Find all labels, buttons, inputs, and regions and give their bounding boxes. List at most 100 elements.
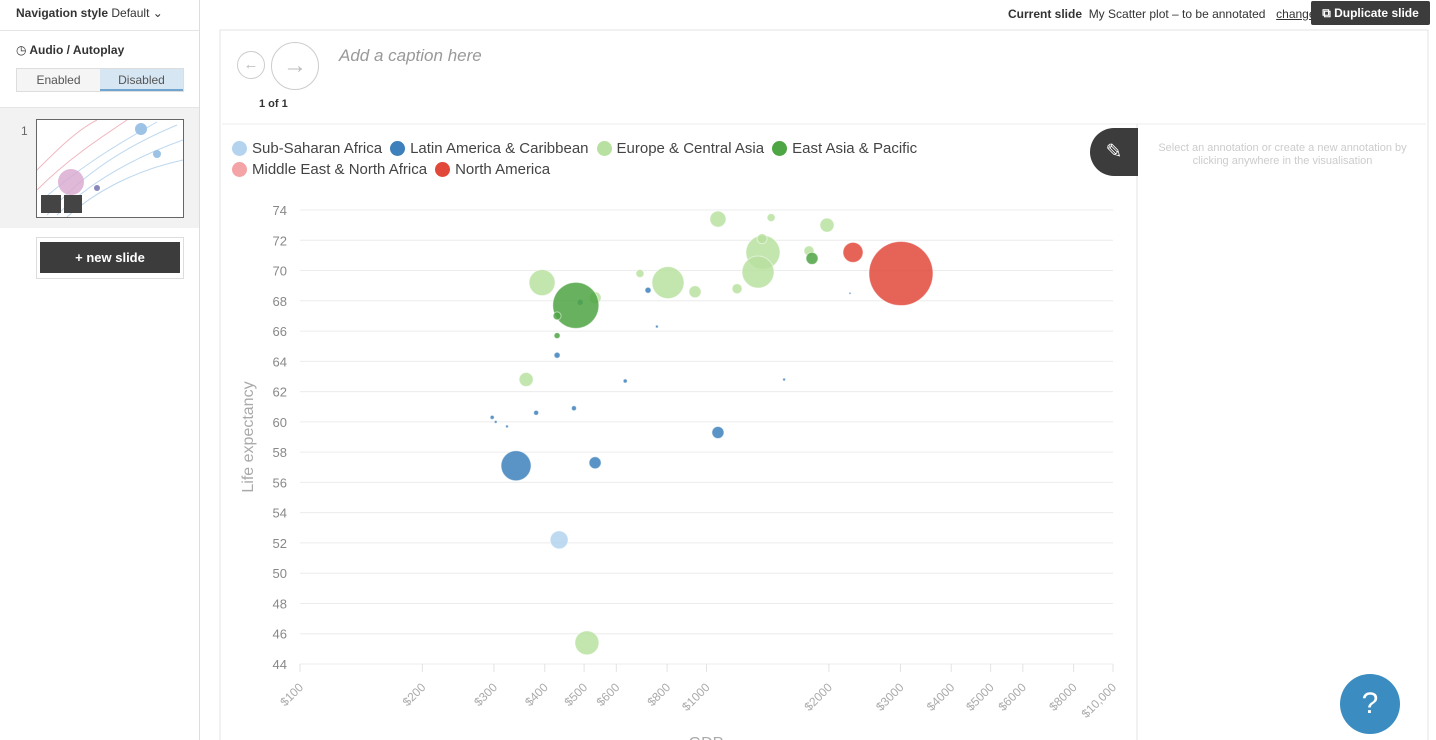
data-point — [756, 233, 768, 245]
y-tick-label: 64 — [273, 354, 287, 369]
legend-swatch — [390, 140, 406, 156]
annotation-hint: Select an annotation or create a new ann… — [1158, 142, 1407, 167]
legend-label: Europe & Central Asia — [616, 139, 765, 157]
data-point — [711, 425, 725, 439]
data-point — [549, 530, 569, 550]
nav-label: Navigation style — [16, 6, 109, 20]
x-tick-label: $300 — [471, 680, 500, 709]
duplicate-text: Duplicate slide — [1334, 6, 1419, 20]
x-tick-label: $200 — [400, 680, 429, 709]
y-tick-label: 52 — [273, 536, 287, 551]
legend-swatch — [596, 140, 612, 156]
enabled-button[interactable]: Enabled — [36, 73, 81, 87]
data-point — [819, 217, 835, 233]
legend-item[interactable]: Sub-Saharan Africa — [232, 138, 382, 158]
data-point — [848, 291, 852, 295]
x-tick-label: $2000 — [801, 680, 835, 714]
y-axis-label: Life expectancy — [240, 381, 257, 492]
data-point — [505, 424, 509, 429]
data-point — [553, 332, 561, 340]
current-slide-name: My Scatter plot – to be annotated — [1088, 7, 1266, 21]
toggle: Enabled Disabled — [16, 68, 184, 92]
x-tick-label: $400 — [522, 680, 551, 709]
current-slide: Current slide My Scatter plot – to be an… — [1008, 7, 1316, 21]
data-point — [552, 311, 562, 321]
legend-label: Middle East & North Africa — [252, 161, 428, 178]
y-tick-label: 50 — [273, 566, 287, 581]
legend-swatch — [232, 140, 247, 156]
x-tick-label: $5000 — [963, 680, 997, 714]
legend-swatch — [232, 162, 247, 177]
y-tick-label: 54 — [273, 506, 287, 521]
y-tick-label: 60 — [273, 415, 287, 430]
data-point — [842, 241, 864, 263]
x-tick-label: $100 — [277, 680, 306, 709]
data-point — [688, 285, 702, 299]
x-tick-label: $3000 — [873, 680, 907, 714]
data-point — [651, 266, 685, 300]
data-point — [805, 251, 819, 265]
legend-label: Latin America & Caribbean — [410, 139, 589, 157]
slide-number: 1 — [21, 124, 28, 138]
data-point — [571, 405, 577, 412]
legend-item[interactable]: East Asia & Pacific — [772, 138, 917, 158]
data-point — [766, 213, 776, 223]
new-slide-button[interactable]: + new slide — [40, 242, 180, 273]
legend-item[interactable]: Middle East & North Africa — [232, 160, 427, 180]
next-button[interactable]: → — [271, 42, 319, 90]
disabled-button[interactable]: Disabled — [100, 69, 183, 91]
nav-style[interactable]: Navigation style Default ⌄ — [16, 6, 163, 20]
data-point — [518, 371, 534, 387]
data-point — [500, 450, 532, 482]
x-tick-label: $8000 — [1046, 680, 1080, 714]
annotate-button[interactable]: ✎ — [1090, 128, 1138, 176]
y-tick-label: 44 — [273, 657, 287, 672]
legend-item[interactable]: Latin America & Caribbean — [390, 138, 589, 158]
plot: 44 46 48 50 52 54 56 58 60 62 64 66 68 70 72 74 $100 $200… — [273, 203, 1120, 721]
nav-value: Default — [111, 6, 150, 20]
audio-text: Audio / Autoplay — [29, 43, 125, 57]
y-tick-label: 48 — [273, 596, 287, 611]
data-point — [574, 630, 600, 656]
audio-label: ◷ Audio / Autoplay — [16, 43, 125, 57]
prev-button[interactable]: ← — [237, 51, 265, 79]
main-frame — [219, 29, 1429, 740]
data-point — [622, 378, 628, 384]
legend-item[interactable]: North America — [435, 160, 550, 180]
y-tick-label: 46 — [273, 627, 287, 642]
help-button[interactable]: ? — [1340, 674, 1400, 734]
x-tick-label: $600 — [594, 680, 623, 709]
data-point — [868, 241, 934, 307]
data-point — [741, 255, 775, 289]
data-point — [731, 283, 743, 295]
legend-label: Sub-Saharan Africa — [252, 139, 383, 157]
data-point — [709, 210, 727, 228]
data-point — [782, 377, 787, 382]
legend-swatch — [435, 162, 451, 177]
caption[interactable]: Add a caption here — [339, 46, 482, 65]
x-axis-label: GDP — [689, 735, 724, 740]
y-tick-label: 56 — [273, 475, 287, 490]
data-point — [654, 324, 659, 329]
data-point — [533, 409, 540, 416]
y-tick-label: 66 — [273, 324, 287, 339]
x-tick-label: $800 — [644, 680, 673, 709]
slide-thumbnail[interactable] — [36, 119, 184, 218]
change-link[interactable]: change — [1276, 7, 1316, 21]
page-count: 1 of 1 — [259, 98, 288, 110]
data-point — [493, 419, 498, 424]
slide-row: 1 — [0, 107, 199, 228]
y-tick-label: 68 — [273, 294, 287, 309]
y-tick-label: 74 — [273, 203, 287, 218]
legend-label: North America — [455, 161, 551, 178]
legend-item[interactable]: Europe & Central Asia — [596, 138, 765, 158]
duplicate-button[interactable]: ⧉ Duplicate slide — [1311, 1, 1430, 25]
data-point — [644, 286, 652, 294]
legend: Sub-Saharan Africa Latin America & Caribb… — [232, 138, 1092, 180]
divider — [0, 30, 199, 31]
x-tick-label: $6000 — [995, 680, 1029, 714]
x-tick-label: $1000 — [679, 680, 713, 714]
current-slide-label: Current slide — [1008, 7, 1083, 21]
